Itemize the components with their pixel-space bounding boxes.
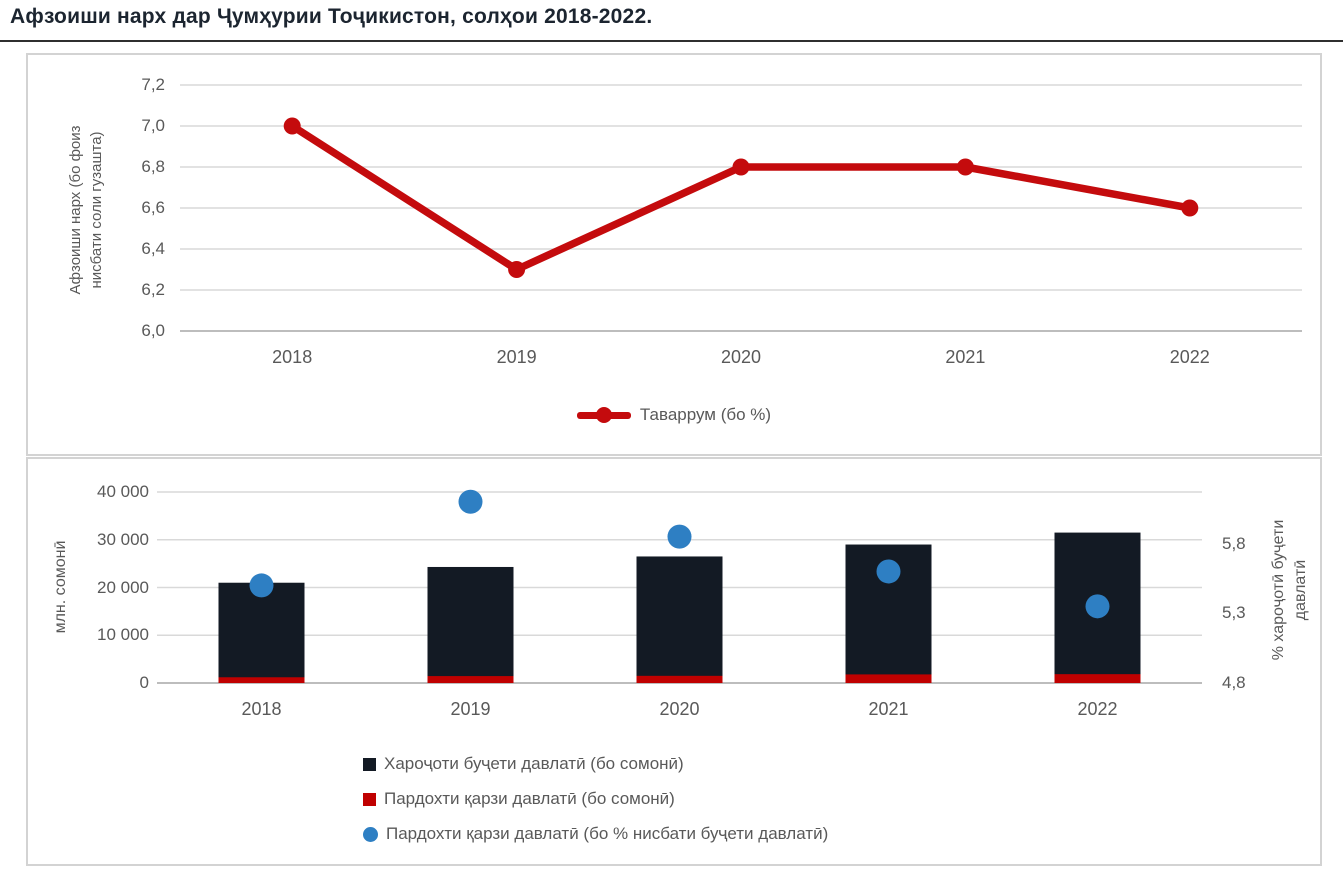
scatter-point [249,573,274,598]
bar [218,677,305,683]
x-tick-label: 2019 [450,699,491,719]
line-marker [508,261,526,278]
legend-label-inflation: Таваррум (бо %) [639,405,772,424]
inflation-chart-panel: Афзоиши нарх (бо фоиз нисбати соли гузаш… [26,53,1322,456]
right-tick-label: 5,3 [1222,603,1246,623]
bar [427,676,514,683]
legend-line-marker-dot [595,407,612,423]
legend-row-debt-percent: Пардохти қарзи давлатӣ (бо % нисбати буҷ… [363,823,828,845]
line-marker [956,158,974,176]
legend-label-budget: Хароҷоти буҷети давлатӣ (бо сомонӣ) [384,754,684,773]
x-tick-label: 2022 [1077,699,1118,719]
scatter-point [667,524,692,549]
scatter-point [1085,594,1110,619]
legend-circle-blue-icon [363,826,378,842]
left-tick-label: 10 000 [97,625,149,645]
line-series [288,122,1194,274]
bar [1054,674,1141,683]
bar [636,556,723,683]
left-tick-label: 0 [139,673,149,692]
x-tick-label: 2020 [720,347,762,367]
title-underline [0,40,1343,42]
scatter-point [876,559,901,584]
line-marker [732,158,750,176]
x-tick-label: 2021 [868,699,909,719]
y-tick-label: 7,0 [141,116,165,135]
bar-chart-plot [157,489,1202,684]
line-marker [1181,199,1199,217]
bar [427,566,514,683]
left-tick-label: 20 000 [97,577,149,597]
y-tick-label: 6,0 [141,321,165,340]
x-tick-label: 2022 [1169,347,1210,367]
x-tick-label: 2021 [945,347,986,367]
bar [845,674,932,683]
bar [218,582,305,683]
legend-line-marker [576,407,631,423]
legend-square-red-icon [363,792,376,806]
left-tick-label: 30 000 [97,529,149,549]
legend-row-debt-somoni: Пардохти қарзи давлатӣ (бо сомонӣ) [363,788,675,810]
line-chart-legend: Таваррум (бо %) [28,405,1320,425]
x-tick-label: 2018 [272,347,313,367]
legend-row-budget: Хароҷоти буҷети давлатӣ (бо сомонӣ) [363,753,684,775]
y-tick-label: 6,4 [141,239,165,258]
y-tick-label: 6,8 [141,157,165,176]
y-axis-title-line1: Афзоиши нарх (бо фоиз [67,125,84,295]
legend-label-debt-percent: Пардохти қарзи давлатӣ (бо % нисбати буҷ… [386,824,829,843]
line-chart-plot [180,84,1302,332]
x-tick-label: 2020 [659,699,700,719]
scatter-point [458,489,483,514]
right-tick-label: 5,8 [1222,533,1246,553]
y-tick-label: 6,2 [141,280,165,299]
y-tick-label: 7,2 [141,75,165,94]
legend-label-debt-somoni: Пардохти қарзи давлатӣ (бо сомонӣ) [384,789,675,808]
x-tick-label: 2019 [496,347,537,367]
page-title: Афзоиши нарх дар Ҷумҳурии Тоҷикистон, со… [10,5,653,28]
left-tick-label: 40 000 [97,482,149,501]
y-axis-title: Афзоиши нарх (бо фоиз нисбати соли гузаш… [65,60,107,360]
right-axis-title-line2: давлатӣ [1292,559,1309,621]
right-tick-label: 4,8 [1222,673,1246,692]
budget-chart-panel: млн. сомонӣ % хароҷотӣ буҷети давлатӣ Ха… [26,457,1322,866]
x-tick-label: 2018 [241,699,282,719]
y-tick-label: 6,6 [141,198,165,217]
legend-square-dark-icon [363,757,376,771]
line-marker [283,117,301,135]
bar [636,675,723,683]
